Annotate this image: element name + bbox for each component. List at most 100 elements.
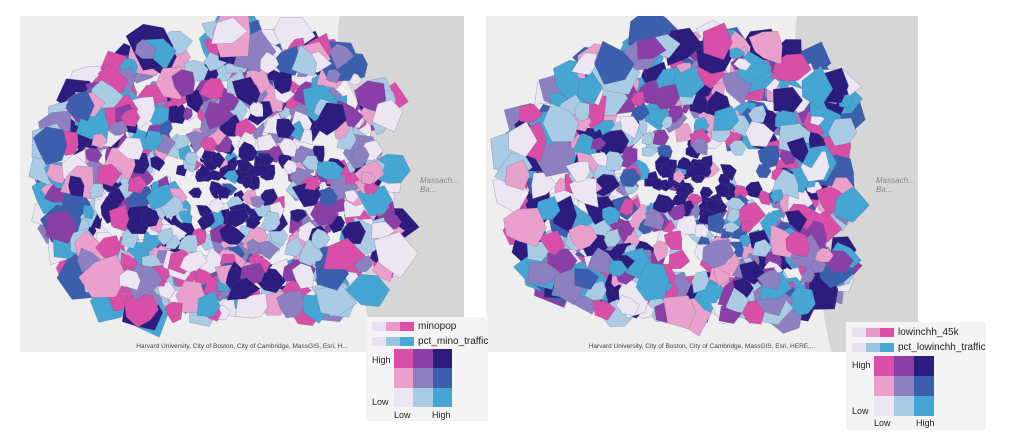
census-tract[interactable] — [619, 115, 640, 139]
census-tract[interactable] — [246, 216, 261, 230]
census-tract[interactable] — [602, 206, 621, 226]
census-tract[interactable] — [278, 136, 298, 157]
census-tract[interactable] — [171, 69, 196, 97]
census-tract[interactable] — [120, 252, 139, 271]
census-tract[interactable] — [185, 88, 204, 114]
census-tract[interactable] — [372, 99, 404, 133]
census-tract[interactable] — [720, 164, 737, 182]
census-tract[interactable] — [68, 175, 85, 198]
census-tract[interactable] — [196, 163, 212, 181]
census-tract[interactable] — [814, 247, 834, 263]
census-tract[interactable] — [167, 103, 189, 125]
census-tract[interactable] — [250, 195, 266, 209]
census-tract[interactable] — [284, 236, 304, 257]
census-tract[interactable] — [630, 90, 645, 107]
census-tract[interactable] — [184, 152, 199, 165]
census-tract[interactable] — [661, 163, 675, 178]
census-tract[interactable] — [134, 38, 157, 59]
census-tract[interactable] — [713, 105, 740, 132]
census-tract[interactable] — [574, 101, 590, 122]
census-tract[interactable] — [725, 197, 746, 211]
census-tract[interactable] — [642, 206, 665, 231]
census-tract[interactable] — [650, 83, 680, 110]
census-tract[interactable] — [714, 183, 730, 199]
census-tract[interactable] — [729, 140, 747, 156]
census-tract[interactable] — [185, 130, 210, 155]
census-tract[interactable] — [702, 22, 733, 60]
census-tract[interactable] — [326, 69, 342, 84]
census-tract[interactable] — [272, 71, 292, 95]
census-tract[interactable] — [249, 100, 264, 117]
census-tract[interactable] — [648, 108, 667, 127]
census-tract[interactable] — [210, 17, 248, 45]
census-tract[interactable] — [690, 137, 708, 156]
census-tract[interactable] — [117, 137, 144, 160]
census-tract[interactable] — [226, 277, 261, 301]
census-tract[interactable] — [329, 43, 355, 70]
census-tract[interactable] — [652, 198, 670, 214]
census-tract[interactable] — [210, 151, 226, 169]
census-tract[interactable] — [756, 269, 783, 290]
census-tract[interactable] — [282, 159, 298, 175]
census-tract[interactable] — [707, 212, 726, 235]
census-tract[interactable] — [505, 159, 531, 191]
census-tract[interactable] — [574, 268, 600, 290]
census-tract[interactable] — [345, 273, 390, 307]
census-tract[interactable] — [592, 300, 616, 321]
map-canvas-left[interactable] — [20, 16, 464, 352]
census-tract[interactable] — [208, 197, 225, 214]
census-tract[interactable] — [628, 101, 650, 122]
census-tract[interactable] — [747, 104, 767, 123]
census-tract[interactable] — [691, 270, 709, 294]
census-tract[interactable] — [786, 137, 809, 164]
census-tract[interactable] — [636, 36, 667, 60]
census-tract[interactable] — [120, 108, 141, 128]
census-tract[interactable] — [526, 241, 549, 262]
census-tract[interactable] — [676, 156, 692, 171]
census-tract[interactable] — [259, 210, 281, 232]
census-tract[interactable] — [291, 263, 315, 289]
map-lowinchh[interactable]: Massach... Ba... Harvard University, Cit… — [486, 16, 918, 352]
census-tract[interactable] — [689, 161, 710, 177]
census-tract[interactable] — [653, 240, 669, 263]
census-tract[interactable] — [584, 280, 607, 301]
census-tract[interactable] — [770, 189, 784, 203]
census-tract[interactable] — [373, 231, 419, 279]
census-tract[interactable] — [157, 118, 173, 135]
census-tract[interactable] — [314, 102, 347, 136]
census-tract[interactable] — [350, 146, 370, 165]
census-tract[interactable] — [758, 189, 773, 206]
census-tract[interactable] — [590, 137, 607, 151]
census-tract[interactable] — [649, 178, 665, 191]
census-tract[interactable] — [733, 57, 752, 71]
census-tract[interactable] — [705, 199, 721, 213]
census-tract[interactable] — [594, 40, 635, 85]
census-tract[interactable] — [78, 254, 128, 298]
census-tract[interactable] — [618, 197, 634, 216]
census-tract[interactable] — [256, 133, 277, 151]
census-tract[interactable] — [550, 92, 568, 107]
census-tract[interactable] — [145, 183, 174, 211]
census-tract[interactable] — [204, 100, 235, 130]
census-tract[interactable] — [608, 260, 629, 277]
census-tract[interactable] — [91, 133, 108, 149]
census-tract[interactable] — [276, 289, 305, 319]
census-tract[interactable] — [827, 117, 858, 147]
census-tract[interactable] — [315, 283, 358, 317]
census-tract[interactable] — [615, 295, 640, 317]
census-tract[interactable] — [772, 86, 803, 114]
census-tract[interactable] — [65, 90, 95, 122]
census-tract[interactable] — [238, 141, 258, 163]
census-tract[interactable] — [178, 210, 193, 224]
census-tract[interactable] — [89, 183, 105, 200]
census-tract[interactable] — [619, 167, 642, 188]
census-tract[interactable] — [586, 247, 615, 275]
census-tract[interactable] — [652, 129, 670, 147]
census-tract[interactable] — [45, 210, 78, 244]
census-tract[interactable] — [527, 261, 561, 285]
census-tract[interactable] — [119, 269, 141, 291]
census-tract[interactable] — [197, 212, 216, 231]
census-tract[interactable] — [157, 227, 174, 246]
census-tract[interactable] — [188, 187, 203, 199]
census-tract[interactable] — [242, 175, 252, 189]
